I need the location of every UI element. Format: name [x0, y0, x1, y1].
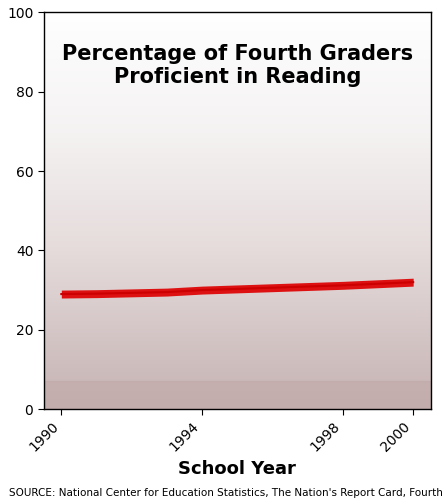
Bar [44, 382, 431, 409]
Text: Percentage of ​Fourth Graders
Proficient in Reading: Percentage of ​Fourth Graders Proficient… [62, 44, 413, 88]
X-axis label: School Year: School Year [178, 460, 296, 478]
Text: SOURCE: National Center for Education Statistics, The Nation's Report Card, Four: SOURCE: National Center for Education St… [9, 488, 442, 498]
